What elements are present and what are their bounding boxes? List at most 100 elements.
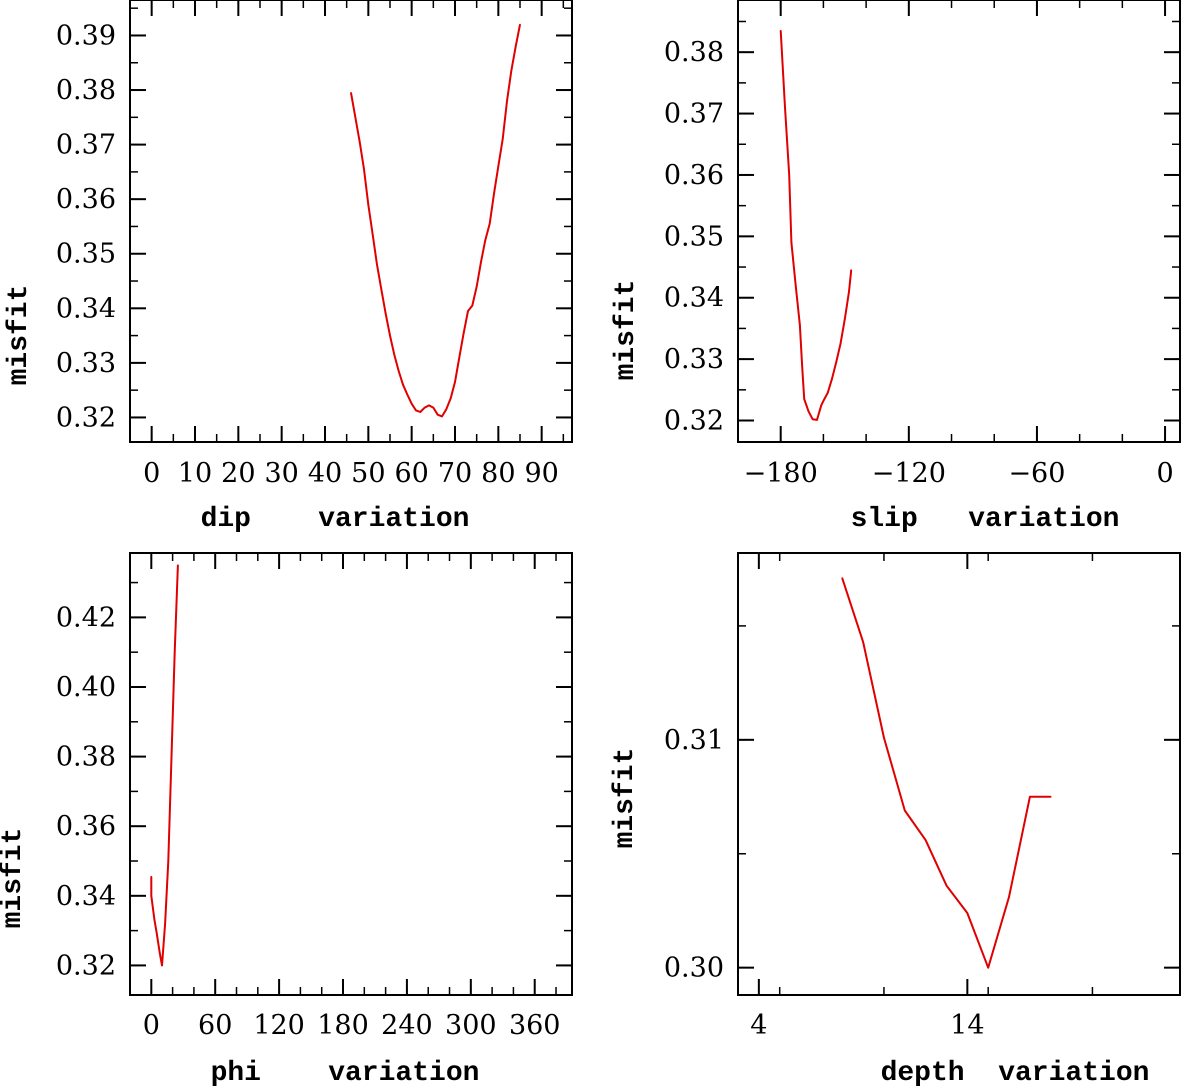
phi-x-tick-label: 0 bbox=[143, 1010, 160, 1041]
depth-data-point bbox=[924, 839, 927, 841]
dip-y-tick-label: 0.35 bbox=[56, 239, 116, 270]
slip-y-tick-label: 0.35 bbox=[664, 221, 724, 252]
depth-data-point bbox=[883, 736, 885, 739]
phi-data-point bbox=[170, 755, 173, 758]
slip-data-point bbox=[788, 174, 791, 176]
slip-data-point bbox=[826, 392, 829, 394]
dip-data-point bbox=[510, 70, 513, 72]
depth-data-point bbox=[966, 912, 969, 914]
dip-data-point bbox=[410, 403, 413, 405]
slip-data-point bbox=[835, 361, 838, 363]
phi-y-axis-title: misfit bbox=[0, 828, 29, 929]
phi-y-tick-label: 0.42 bbox=[56, 602, 116, 633]
phi-x-axis-title: phi variation bbox=[211, 1058, 480, 1086]
dip-y-tick-label: 0.37 bbox=[56, 130, 116, 161]
dip-data-point bbox=[445, 408, 448, 411]
slip-y-tick-label: 0.32 bbox=[664, 406, 724, 437]
slip-data-point bbox=[784, 106, 786, 109]
slip-y-axis-title: misfit bbox=[611, 280, 642, 381]
phi-x-tick-label: 300 bbox=[445, 1010, 497, 1041]
dip-data-point bbox=[389, 334, 391, 337]
phi-y-tick-label: 0.32 bbox=[56, 950, 116, 981]
slip-data-point bbox=[839, 342, 842, 345]
phi-x-tick-label: 360 bbox=[509, 1010, 561, 1041]
dip-data-point bbox=[480, 261, 482, 263]
dip-data-point bbox=[376, 263, 378, 266]
dip-data-point bbox=[454, 381, 456, 383]
slip-y-tick-label: 0.36 bbox=[664, 160, 724, 191]
dip-x-tick-label: 30 bbox=[264, 458, 298, 489]
phi-y-tick-label: 0.36 bbox=[56, 811, 116, 842]
dip-data-point bbox=[436, 413, 439, 416]
slip-data-point bbox=[816, 419, 818, 421]
phi-misfit-line bbox=[150, 565, 179, 967]
depth-data-point bbox=[1049, 795, 1052, 798]
slip-y-tick-label: 0.38 bbox=[664, 37, 724, 68]
dip-data-point bbox=[371, 233, 374, 236]
phi-data-point bbox=[167, 860, 170, 862]
dip-data-point bbox=[423, 406, 426, 409]
phi-data-point bbox=[164, 922, 166, 925]
panel-slip: −180 −120 −60 0 0.32 0.33 0.34 0.35 0.36 0.37 0.38… bbox=[611, 0, 1181, 535]
phi-data-point bbox=[177, 564, 179, 566]
panel-depth: 4 14 0.30 0.31 depth variation misfit bbox=[610, 552, 1181, 1086]
dip-data-point bbox=[449, 397, 452, 400]
dip-data-point bbox=[441, 415, 443, 418]
depth-misfit-line bbox=[841, 577, 1051, 969]
dip-data-point bbox=[484, 239, 487, 241]
dip-y-axis-title: misfit bbox=[4, 285, 35, 386]
slip-x-tick-label: −60 bbox=[1008, 458, 1065, 489]
dip-data-point bbox=[363, 168, 365, 170]
phi-data-point bbox=[153, 919, 156, 921]
slip-data-point bbox=[790, 241, 793, 244]
dip-x-tick-label: 40 bbox=[308, 458, 342, 489]
slip-data-point bbox=[848, 290, 850, 293]
dip-data-point bbox=[350, 91, 352, 94]
dip-y-tick-label: 0.39 bbox=[56, 20, 116, 51]
phi-y-tick-label: 0.34 bbox=[56, 881, 116, 912]
dip-y-tick-label: 0.33 bbox=[56, 348, 116, 379]
dip-misfit-line bbox=[350, 24, 521, 418]
dip-y-tick-label: 0.32 bbox=[56, 402, 116, 433]
depth-y-axis-title: misfit bbox=[610, 748, 641, 849]
slip-y-tick-label: 0.37 bbox=[664, 99, 724, 130]
phi-plot-frame bbox=[129, 552, 573, 996]
dip-data-point bbox=[367, 203, 370, 206]
depth-x-tick-label: 14 bbox=[950, 1010, 984, 1041]
depth-data-point bbox=[841, 577, 844, 579]
slip-data-point bbox=[799, 324, 801, 327]
dip-x-tick-label: 10 bbox=[178, 458, 212, 489]
dip-data-point bbox=[358, 141, 361, 143]
slip-data-point bbox=[779, 29, 782, 32]
depth-x-tick-label: 4 bbox=[750, 1010, 767, 1041]
dip-data-point bbox=[432, 406, 435, 409]
phi-data-point bbox=[159, 952, 161, 955]
slip-x-tick-label: −120 bbox=[872, 458, 946, 489]
dip-data-point bbox=[497, 165, 500, 168]
panel-phi: 0 60 120 180 240 300 360 0.32 0.34 0.36 0.38 0.40 0.… bbox=[0, 552, 573, 1086]
dip-x-tick-label: 70 bbox=[438, 458, 472, 489]
dip-data-point bbox=[493, 192, 495, 195]
slip-data-point bbox=[831, 377, 833, 380]
dip-data-point bbox=[488, 222, 491, 225]
dip-data-point bbox=[506, 100, 508, 102]
dip-data-point bbox=[501, 138, 504, 140]
depth-y-tick-label: 0.30 bbox=[664, 953, 724, 984]
slip-data-point bbox=[811, 418, 814, 421]
dip-data-point bbox=[519, 23, 521, 26]
slip-y-tick-label: 0.33 bbox=[664, 344, 724, 375]
slip-x-tick-label: 0 bbox=[1156, 458, 1173, 489]
phi-data-point bbox=[155, 931, 158, 934]
phi-data-point bbox=[161, 964, 163, 967]
phi-y-tick-label: 0.38 bbox=[56, 742, 116, 773]
depth-data-point bbox=[945, 884, 948, 887]
depth-plot-frame bbox=[737, 552, 1181, 996]
slip-x-tick-label: −180 bbox=[744, 458, 818, 489]
slip-data-point bbox=[794, 284, 797, 287]
dip-y-tick-label: 0.34 bbox=[56, 293, 116, 324]
dip-data-point bbox=[514, 45, 517, 48]
phi-data-point bbox=[150, 895, 153, 897]
panel-dip: 0 10 20 30 40 50 60 70 80 90 0.32 0.33 0.34 0.35 0.36 0… bbox=[4, 0, 573, 535]
dip-data-point bbox=[406, 393, 409, 396]
slip-data-point bbox=[820, 404, 823, 406]
